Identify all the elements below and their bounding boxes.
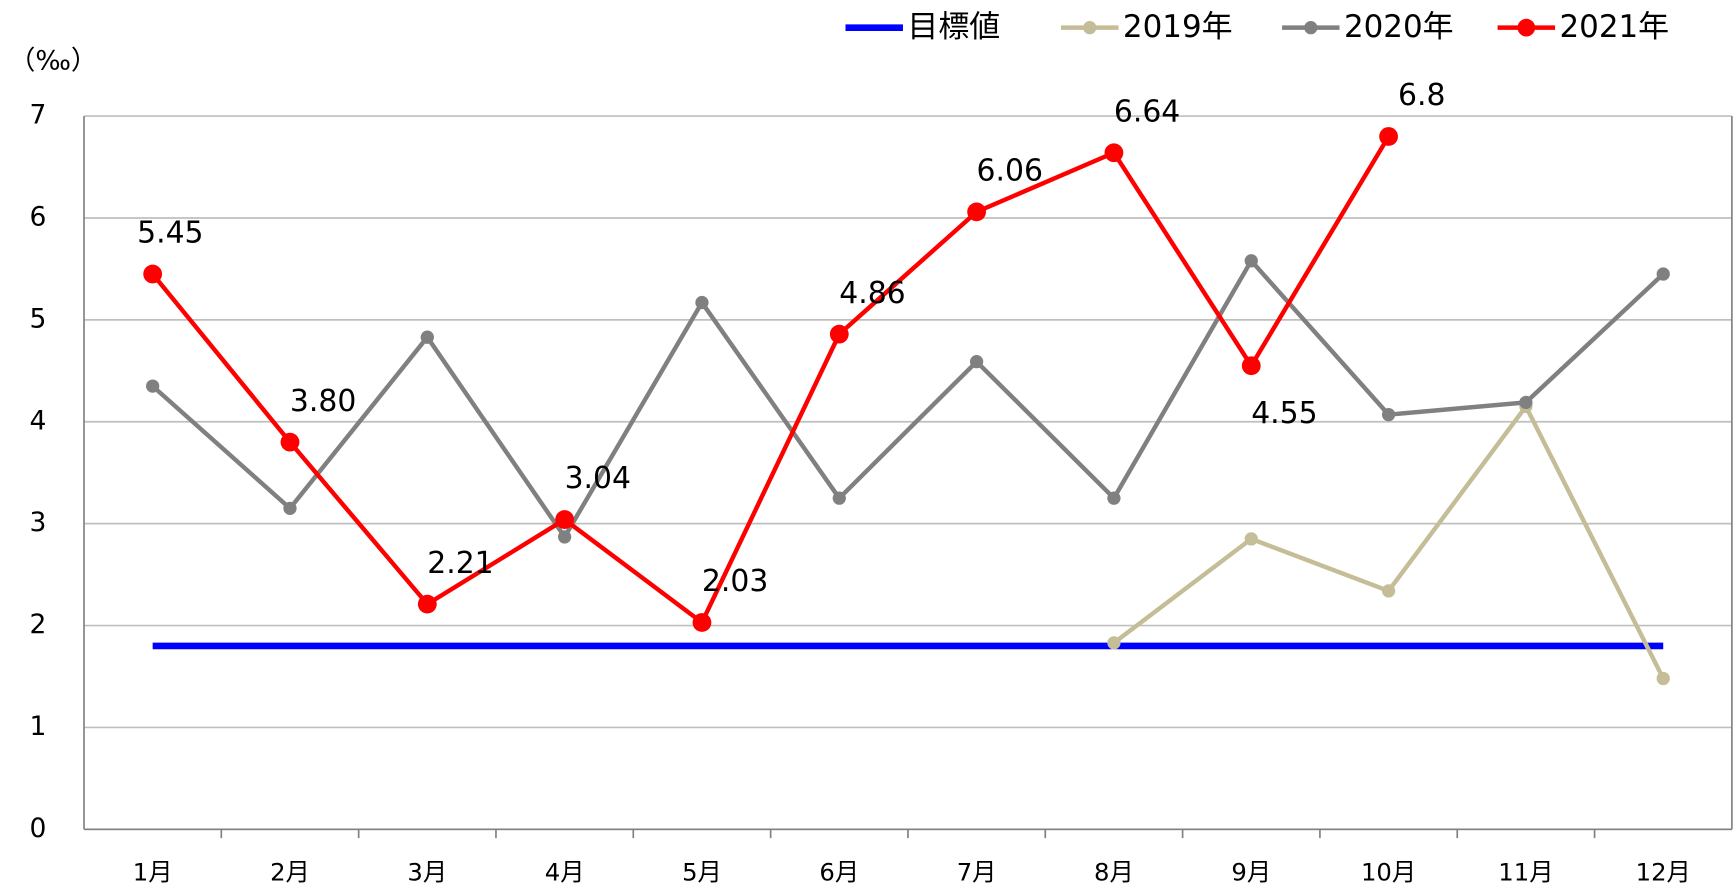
data-point <box>692 613 712 632</box>
data-point <box>1244 254 1258 268</box>
x-tick-label: 6月 <box>819 858 859 887</box>
legend-marker <box>1304 21 1318 35</box>
data-label: 6.06 <box>977 154 1043 189</box>
x-tick-label: 2月 <box>270 858 310 887</box>
x-tick-label: 1月 <box>133 858 173 887</box>
data-label: 2.03 <box>702 564 768 599</box>
legend-marker <box>1517 18 1536 37</box>
data-point <box>1244 532 1258 546</box>
y-unit-label: （‰） <box>9 45 98 76</box>
data-label: 4.86 <box>839 276 905 311</box>
series-line <box>151 258 1665 540</box>
x-tick-label: 7月 <box>957 858 997 887</box>
data-point <box>420 330 434 344</box>
legend-label: 2020年 <box>1344 9 1454 45</box>
data-point <box>1107 491 1121 505</box>
data-point <box>829 324 849 344</box>
data-label: 3.80 <box>290 384 356 419</box>
data-label: 5.45 <box>137 216 203 251</box>
data-label: 6.8 <box>1398 78 1445 113</box>
legend-label: 2021年 <box>1559 9 1669 45</box>
x-tick-label: 4月 <box>545 858 585 887</box>
data-point <box>1381 584 1396 598</box>
data-point <box>558 530 572 544</box>
y-tick-label: 4 <box>30 405 47 436</box>
x-tick-label: 9月 <box>1231 858 1271 887</box>
data-point <box>967 202 987 222</box>
data-point <box>1381 407 1396 422</box>
y-tick-label: 0 <box>30 813 47 844</box>
data-point <box>695 295 709 310</box>
data-point <box>1379 127 1398 146</box>
legend-label: 2019年 <box>1123 9 1233 45</box>
data-point <box>555 510 575 529</box>
data-point <box>417 594 437 614</box>
data-label: 3.04 <box>565 461 631 496</box>
series-line <box>150 135 1391 625</box>
y-tick-label: 6 <box>30 201 47 232</box>
data-point <box>832 491 846 505</box>
x-tick-label: 12月 <box>1636 858 1691 887</box>
legend-marker <box>1083 21 1097 35</box>
y-tick-label: 7 <box>30 100 47 131</box>
x-tick-label: 3月 <box>407 858 447 887</box>
y-tick-label: 2 <box>30 609 47 640</box>
x-tick-label: 10月 <box>1361 858 1416 887</box>
data-point <box>1104 143 1124 163</box>
data-label: 4.55 <box>1251 396 1317 431</box>
data-point <box>1656 671 1670 686</box>
data-label: 2.21 <box>427 546 493 581</box>
data-point <box>280 432 300 452</box>
data-label: 6.64 <box>1114 94 1180 129</box>
x-tick-label: 11月 <box>1498 858 1553 887</box>
data-point <box>1519 395 1533 410</box>
y-tick-label: 3 <box>30 507 47 538</box>
y-tick-label: 1 <box>30 711 47 742</box>
legend-label: 目標値 <box>907 9 1000 45</box>
data-point <box>1107 636 1121 650</box>
data-point <box>1241 356 1261 376</box>
x-tick-label: 8月 <box>1094 858 1134 887</box>
data-point <box>283 501 297 515</box>
data-point <box>146 379 160 393</box>
data-point <box>969 355 984 369</box>
x-tick-label: 5月 <box>682 858 722 887</box>
data-point <box>1656 267 1670 281</box>
data-point <box>143 264 163 284</box>
series-line <box>1112 404 1666 680</box>
y-tick-label: 5 <box>30 303 47 334</box>
